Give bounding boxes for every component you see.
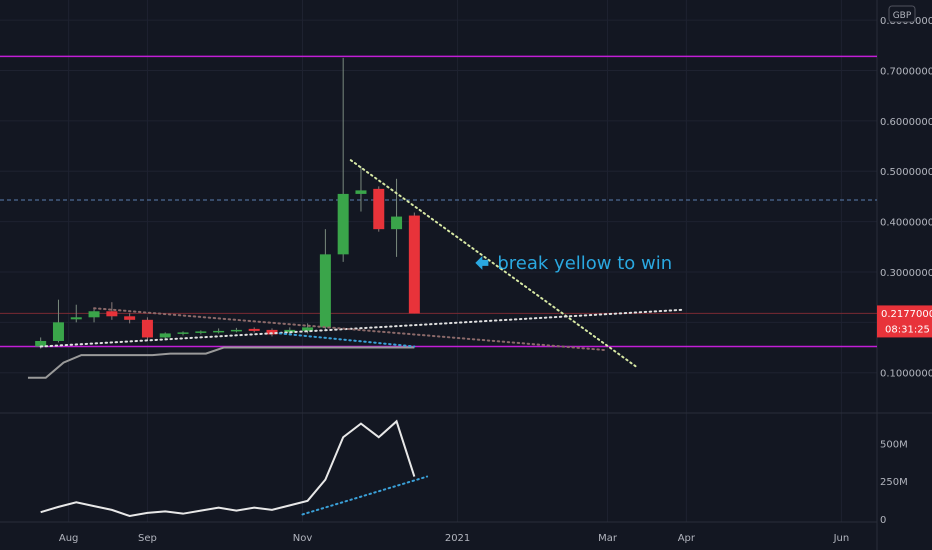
arrow-left-shape xyxy=(475,255,489,270)
candlestick-series xyxy=(35,57,420,349)
candle-body xyxy=(230,329,242,332)
currency-badge-box xyxy=(888,5,916,23)
trendline xyxy=(39,308,685,348)
candle-body xyxy=(302,327,314,331)
candle-body xyxy=(355,190,367,194)
time-tick-label: Nov xyxy=(293,533,313,544)
annotation-text: break yellow to win xyxy=(497,253,672,274)
trendlines xyxy=(39,159,685,368)
candle xyxy=(230,327,242,333)
gray-line-series xyxy=(27,346,415,379)
candle xyxy=(284,327,296,335)
candle xyxy=(355,166,367,212)
volume-pane: 0 250M 500M xyxy=(40,419,908,526)
candle xyxy=(195,330,207,335)
candle-body xyxy=(319,254,331,328)
candle xyxy=(319,229,331,330)
candle xyxy=(391,178,403,257)
candle xyxy=(52,299,64,343)
candle-body xyxy=(88,311,100,318)
candle-body xyxy=(248,328,260,331)
candle xyxy=(248,327,260,333)
candle xyxy=(337,57,349,262)
currency-badge: GBP xyxy=(888,5,916,23)
volume-tick-label: 500M xyxy=(880,439,908,450)
candle-body xyxy=(195,331,207,333)
candle-body xyxy=(35,340,47,347)
candle xyxy=(408,212,420,314)
candle xyxy=(177,331,189,336)
candle-body xyxy=(177,332,189,334)
time-tick-label: 2021 xyxy=(445,533,470,544)
time-tick-label: Jun xyxy=(833,533,850,544)
trendline xyxy=(93,307,607,352)
candle-body xyxy=(159,333,171,338)
volume-line xyxy=(40,419,416,517)
currency-label: GBP xyxy=(893,11,912,21)
candle-body xyxy=(124,316,136,320)
gray-line xyxy=(27,346,415,379)
candle-body xyxy=(373,188,385,230)
candle xyxy=(124,313,136,324)
time-tick-label: Aug xyxy=(59,533,79,544)
candle xyxy=(70,304,82,323)
last-price-badge xyxy=(877,305,932,338)
arrow-left-icon xyxy=(475,255,489,270)
candle xyxy=(213,328,225,334)
candle-body xyxy=(141,319,153,338)
annotation: break yellow to win xyxy=(475,253,672,274)
candle-body xyxy=(266,329,278,335)
candle-body xyxy=(70,317,82,320)
time-tick-label: Apr xyxy=(678,533,696,544)
volume-tick-label: 250M xyxy=(880,477,908,488)
candle-body xyxy=(106,311,118,317)
time-tick-label: Sep xyxy=(138,533,157,544)
candle xyxy=(106,302,118,320)
candle-body xyxy=(213,330,225,333)
price-tick-label: 0.70000000 xyxy=(880,67,932,78)
time-tick-label: Mar xyxy=(598,533,618,544)
candle xyxy=(141,317,153,340)
candle-body xyxy=(284,329,296,333)
volume-trendline xyxy=(301,475,429,516)
candle-body xyxy=(408,215,420,314)
candle xyxy=(373,186,385,232)
volume-tick-label: 0 xyxy=(880,515,886,526)
last-price-countdown: 08:31:25 xyxy=(885,324,930,335)
candle xyxy=(88,308,100,323)
candle-body xyxy=(337,193,349,255)
horizontal-lines xyxy=(0,55,877,348)
candle-body xyxy=(391,216,403,230)
candle-body xyxy=(52,322,64,341)
time-axis[interactable]: Aug Sep Nov 2021 Mar Apr Jun xyxy=(59,533,849,544)
trendline xyxy=(349,159,637,368)
